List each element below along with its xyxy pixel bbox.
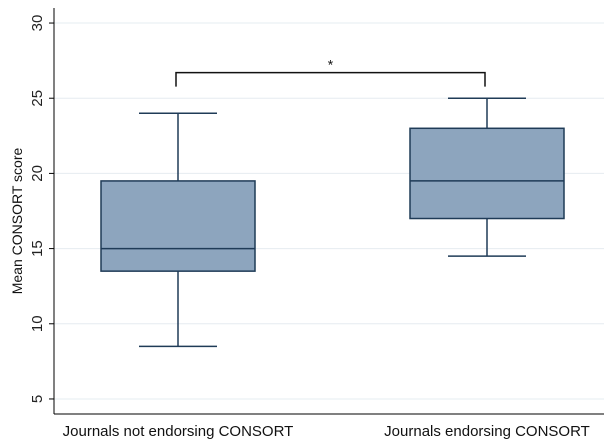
y-tick-label: 15 <box>29 240 46 257</box>
box-group <box>100 112 256 348</box>
significance-bracket-line <box>175 71 486 87</box>
x-category-labels: Journals not endorsing CONSORT Journals e… <box>63 423 590 440</box>
x-category-label: Journals endorsing CONSORT <box>384 423 590 440</box>
y-tick-label: 25 <box>29 90 46 107</box>
boxes <box>100 97 565 348</box>
y-axis-title: Mean CONSORT score <box>9 148 25 295</box>
y-tick-label: 10 <box>29 315 46 332</box>
axes <box>53 8 604 415</box>
y-tick-label: 5 <box>29 395 46 403</box>
x-category-label: Journals not endorsing CONSORT <box>63 423 294 440</box>
y-tick-label: 30 <box>29 15 46 32</box>
y-tick-label: 20 <box>29 165 46 182</box>
iqr-box <box>409 127 565 220</box>
iqr-box <box>100 180 256 272</box>
box-group <box>409 97 565 257</box>
significance-bracket: * <box>175 57 486 87</box>
significance-marker: * <box>328 57 334 73</box>
y-ticks: 5 10 15 20 25 30 <box>29 15 54 403</box>
